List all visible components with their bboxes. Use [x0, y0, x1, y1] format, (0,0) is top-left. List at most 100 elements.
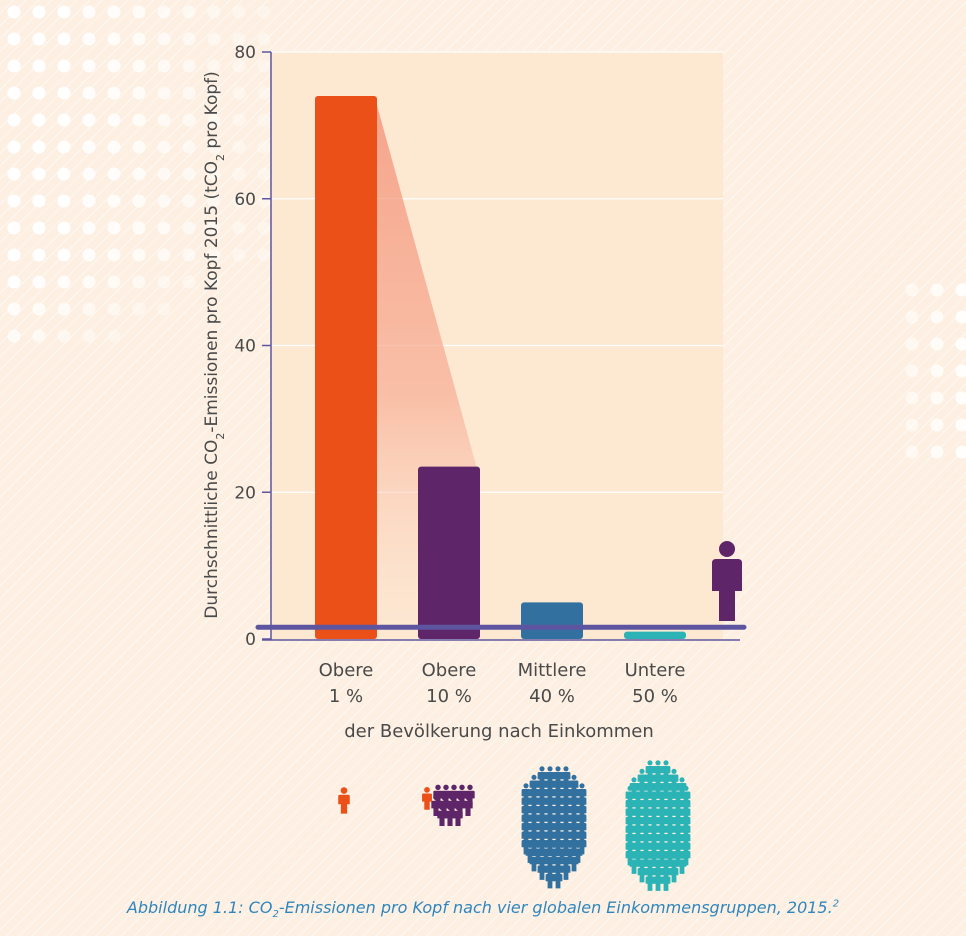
decor-dot: [257, 140, 271, 154]
decor-dot: [905, 445, 919, 459]
decor-dot: [132, 140, 146, 154]
decor-dot: [182, 113, 196, 127]
decor-dot: [7, 329, 21, 343]
bar: [624, 631, 686, 639]
crowd-bottom-50: [625, 760, 691, 891]
decor-dot: [207, 5, 221, 19]
decor-dot: [107, 5, 121, 19]
decor-dot: [7, 86, 21, 100]
decor-dot: [107, 113, 121, 127]
decor-dot: [132, 248, 146, 262]
decor-dot: [157, 59, 171, 73]
person-glyph: [422, 787, 432, 810]
decor-dot: [182, 59, 196, 73]
decor-dot: [157, 32, 171, 46]
decor-dot: [157, 248, 171, 262]
decor-dot: [57, 275, 71, 289]
decor-dot: [930, 364, 944, 378]
y-ticks: 0 20 40 60 80: [234, 43, 271, 650]
decor-dot: [930, 445, 944, 459]
decor-dot: [57, 329, 71, 343]
decor-dot: [57, 167, 71, 181]
decor-dot: [257, 221, 271, 235]
bars: [315, 96, 686, 639]
decor-dot: [207, 194, 221, 208]
decor-dot: [955, 445, 966, 459]
decor-dot: [257, 86, 271, 100]
decor-dot: [207, 59, 221, 73]
decor-dot: [132, 5, 146, 19]
decor-dot: [132, 275, 146, 289]
decor-dot: [82, 167, 96, 181]
decor-dot: [57, 221, 71, 235]
person-icon: [712, 541, 742, 621]
decor-dot: [32, 59, 46, 73]
category-label: Untere: [625, 660, 686, 681]
crowd-top-1: [338, 787, 350, 814]
decor-dot: [107, 194, 121, 208]
decor-dot: [232, 221, 246, 235]
decor-dot: [182, 32, 196, 46]
bar: [418, 466, 480, 639]
bar: [315, 96, 377, 639]
decor-dot: [182, 248, 196, 262]
decor-dot: [232, 140, 246, 154]
decor-dot: [32, 86, 46, 100]
decor-dot: [905, 391, 919, 405]
decor-dot: [157, 302, 171, 316]
decor-dot: [107, 32, 121, 46]
decor-dot: [955, 391, 966, 405]
decor-dot: [132, 113, 146, 127]
decor-dot: [7, 275, 21, 289]
decor-dot: [82, 5, 96, 19]
decor-dot: [107, 329, 121, 343]
decor-dot: [107, 86, 121, 100]
decor-dot: [7, 248, 21, 262]
decor-dot: [157, 5, 171, 19]
decor-dot: [132, 302, 146, 316]
decor-dot: [232, 59, 246, 73]
decor-dot: [82, 221, 96, 235]
decor-dot: [157, 140, 171, 154]
decor-dot: [257, 59, 271, 73]
category-label: Mittlere: [518, 660, 587, 681]
category-label: Obere: [319, 660, 374, 681]
decor-dot: [232, 113, 246, 127]
decor-dot: [107, 140, 121, 154]
decor-dot: [82, 32, 96, 46]
decor-dot: [207, 275, 221, 289]
decor-dot: [57, 248, 71, 262]
decor-dot: [132, 194, 146, 208]
decor-dot: [207, 86, 221, 100]
decor-dot: [82, 248, 96, 262]
decor-dot: [7, 140, 21, 154]
decor-dot: [82, 59, 96, 73]
decor-dot: [82, 113, 96, 127]
decor-dot: [57, 302, 71, 316]
category-label: 1 %: [329, 686, 363, 707]
decor-dot: [905, 418, 919, 432]
decor-dot: [32, 167, 46, 181]
y-tick-label: 0: [245, 630, 256, 650]
decor-dot: [32, 275, 46, 289]
decor-dot: [7, 302, 21, 316]
y-axis-title: Durchschnittliche CO2-Emissionen pro Kop…: [202, 71, 227, 619]
decor-dot: [82, 329, 96, 343]
decor-dot: [32, 221, 46, 235]
decor-dot: [82, 302, 96, 316]
bar: [521, 602, 583, 639]
decor-dot: [57, 113, 71, 127]
decor-dot: [157, 194, 171, 208]
decor-dot: [182, 5, 196, 19]
decor-dot: [905, 337, 919, 351]
decor-dot: [955, 310, 966, 324]
decor-dot: [257, 248, 271, 262]
decor-dot: [7, 113, 21, 127]
decor-dot: [207, 113, 221, 127]
decor-dot: [207, 167, 221, 181]
decor-dot: [905, 283, 919, 297]
decor-dot: [930, 310, 944, 324]
category-label: 50 %: [632, 686, 678, 707]
decor-dot: [107, 221, 121, 235]
decor-dot: [82, 86, 96, 100]
